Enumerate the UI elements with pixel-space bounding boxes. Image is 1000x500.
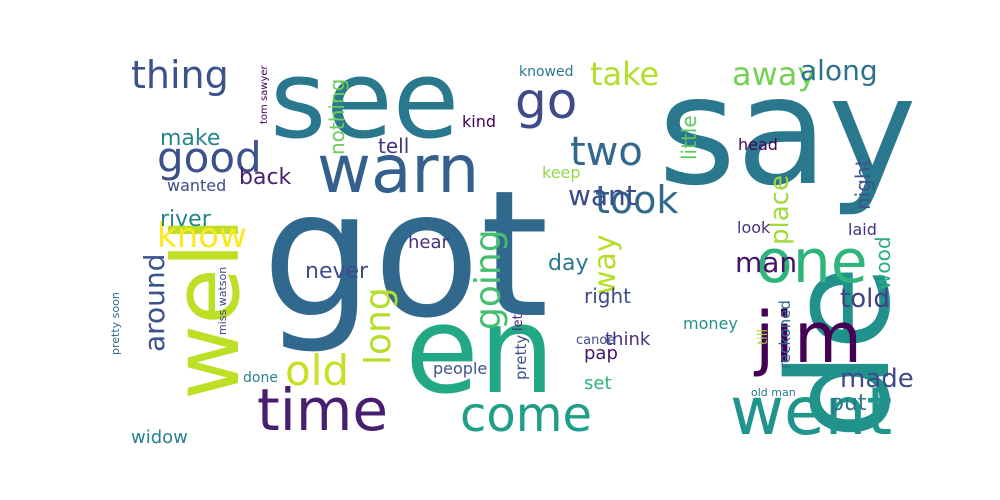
cloud-word: going (468, 229, 509, 330)
cloud-word: hear (408, 232, 450, 253)
cloud-word: de (759, 265, 922, 440)
cloud-word: know (157, 216, 247, 256)
cloud-word: people (433, 359, 487, 378)
cloud-word: warn (317, 131, 479, 208)
cloud-word: make (160, 126, 220, 151)
cloud-word: night (851, 158, 875, 210)
cloud-word: away (732, 55, 816, 93)
cloud-word: back (239, 165, 292, 190)
cloud-word: done (243, 370, 278, 386)
cloud-word: tell (378, 134, 409, 158)
cloud-word: made (840, 364, 914, 394)
cloud-word: along (800, 54, 878, 87)
cloud-word: little (677, 115, 701, 160)
cloud-word: long (358, 287, 399, 365)
cloud-word: way (588, 234, 623, 295)
cloud-word: well (153, 217, 260, 400)
cloud-word: say (658, 45, 917, 219)
cloud-word: told (840, 284, 890, 314)
cloud-word: jim (753, 297, 862, 379)
cloud-word: took (595, 178, 678, 222)
cloud-word: right (584, 284, 631, 308)
cloud-word: pretty soon (109, 292, 122, 355)
cloud-word: go (515, 72, 577, 130)
cloud-word: time (257, 376, 388, 444)
cloud-word: wanted (167, 176, 226, 195)
cloud-word: never (305, 259, 369, 284)
cloud-word: head (738, 135, 778, 154)
cloud-word: set (584, 373, 612, 394)
cloud-word: knowed (519, 64, 574, 80)
cloud-word: keep (542, 163, 581, 182)
cloud-word: pretty (512, 335, 530, 380)
cloud-word: old (285, 346, 349, 395)
cloud-word: one (756, 227, 868, 297)
cloud-word: old man (751, 386, 796, 399)
cloud-word: canoe (576, 333, 615, 348)
cloud-word: got (262, 154, 549, 357)
cloud-word: wood (871, 236, 895, 290)
cloud-word: en (405, 282, 555, 421)
cloud-word: widow (131, 427, 188, 448)
cloud-word: reckoned (776, 300, 794, 369)
cloud-word: see (270, 38, 459, 163)
cloud-word: place (765, 175, 795, 245)
cloud-word: man (735, 246, 797, 279)
cloud-word: come (460, 387, 592, 443)
cloud-word: thing (131, 53, 229, 97)
cloud-word: put (830, 391, 867, 416)
cloud-word: kind (462, 112, 496, 131)
cloud-word: pap (584, 343, 618, 364)
cloud-word: money (683, 314, 738, 333)
cloud-word: laid (848, 220, 877, 239)
cloud-word: two (570, 129, 643, 175)
cloud-word: good (157, 133, 262, 182)
cloud-word: tom sawyer (259, 64, 270, 124)
cloud-word: river (160, 207, 212, 232)
cloud-word: till (756, 329, 771, 345)
cloud-word: take (590, 55, 659, 93)
cloud-word: want (568, 179, 637, 212)
cloud-word: miss watson (216, 267, 229, 335)
cloud-word: nothing (325, 79, 349, 155)
cloud-word: day (548, 251, 588, 276)
cloud-word: think (605, 329, 651, 350)
cloud-word: look (737, 218, 771, 237)
cloud-word: around (138, 254, 171, 352)
cloud-word: let (511, 314, 526, 331)
cloud-word: went (730, 373, 892, 450)
